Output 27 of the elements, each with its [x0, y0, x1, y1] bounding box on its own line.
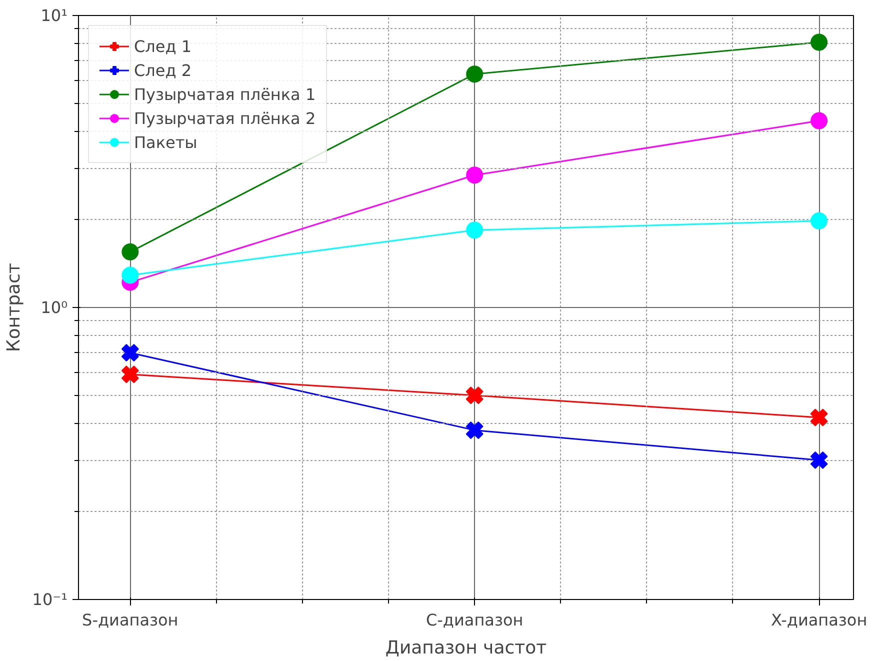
point [466, 222, 484, 239]
point [810, 112, 828, 130]
point [121, 366, 139, 384]
point [121, 344, 139, 362]
point [122, 266, 139, 284]
x-tick-label: X-диапазон [770, 610, 868, 630]
legend-label: Пакеты [134, 132, 198, 152]
x-tick-label: S-диапазон [82, 610, 178, 630]
x-axis-title: Диапазон частот [385, 638, 547, 658]
legend-label: Пузырчатая плёнка 2 [134, 108, 316, 128]
point [466, 386, 484, 404]
point [466, 66, 484, 83]
point [466, 421, 484, 439]
point [810, 408, 828, 426]
legend-label: Пузырчатая плёнка 1 [134, 84, 316, 104]
point [122, 243, 139, 260]
legend-label: След 2 [134, 60, 192, 80]
y-tick-label: 10⁻¹ [32, 590, 68, 609]
x-tick-label: C-диапазон [426, 610, 524, 630]
point [810, 451, 828, 469]
point [466, 166, 484, 184]
y-tick-label: 10⁰ [40, 298, 68, 317]
y-axis-title: Контраст [3, 263, 24, 352]
legend-label: След 1 [134, 36, 192, 56]
point [810, 212, 828, 230]
point [810, 34, 828, 51]
y-tick-label: 10¹ [40, 6, 68, 25]
